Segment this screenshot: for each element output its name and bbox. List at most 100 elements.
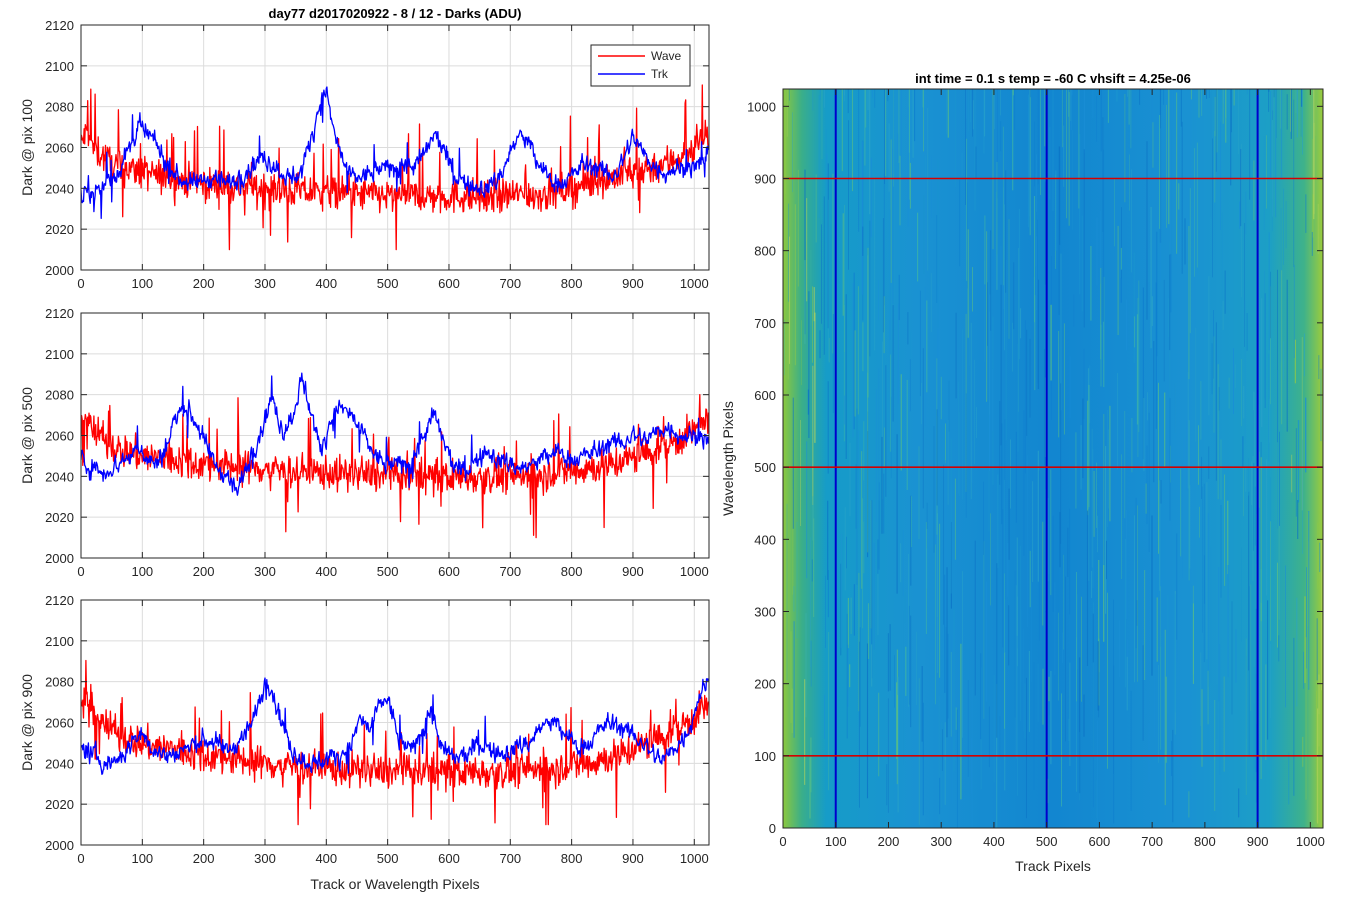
x-tick-label: 500 <box>377 564 399 579</box>
x-tick-label: 0 <box>77 276 84 291</box>
y-tick-label: 800 <box>754 244 776 259</box>
series-layer <box>81 84 709 251</box>
y-tick-label: 2080 <box>45 100 74 115</box>
x-tick-label: 200 <box>193 564 215 579</box>
y-tick-label: 2000 <box>45 263 74 278</box>
series-line-trk <box>81 677 709 775</box>
x-tick-label: 500 <box>1036 834 1058 849</box>
ticks: 0 100 200 300 400 500 600 700 800 900 1000 0 100 200 3… <box>747 89 1325 849</box>
x-tick-label: 200 <box>878 834 900 849</box>
x-tick-label: 600 <box>438 851 460 866</box>
x-tick-label: 800 <box>1194 834 1216 849</box>
y-tick-label: 2100 <box>45 59 74 74</box>
x-tick-label: 700 <box>499 276 521 291</box>
y-tick-label: 2060 <box>45 429 74 444</box>
x-tick-label: 700 <box>499 851 521 866</box>
y-tick-label: 100 <box>754 749 776 764</box>
y-tick-label: 500 <box>754 460 776 475</box>
y-tick-label: 2080 <box>45 675 74 690</box>
x-tick-label: 400 <box>315 564 337 579</box>
heatmap-chart: 0 100 200 300 400 500 600 700 800 900 1000 0 100 200 3… <box>720 88 1325 874</box>
x-tick-label: 100 <box>131 564 153 579</box>
x-tick-label: 400 <box>315 851 337 866</box>
x-tick-label: 500 <box>377 276 399 291</box>
x-tick-label: 800 <box>561 851 583 866</box>
series-line-trk <box>81 372 709 496</box>
y-tick-label: 400 <box>754 532 776 547</box>
y-tick-label: 1000 <box>747 99 776 114</box>
ticks: 0 100 200 300 400 500 600 700 800 900 1000 2000 2020… <box>45 306 709 579</box>
x-tick-label: 600 <box>438 564 460 579</box>
x-tick-label: 1000 <box>680 851 709 866</box>
y-tick-label: 2040 <box>45 469 74 484</box>
ticks: 0 100 200 300 400 500 600 700 800 900 1000 2000 2020… <box>45 593 709 866</box>
y-tick-label: 900 <box>754 171 776 186</box>
y-tick-label: 2060 <box>45 141 74 156</box>
y-tick-label: 2120 <box>45 593 74 608</box>
x-tick-label: 200 <box>193 851 215 866</box>
x-tick-label: 1000 <box>1296 834 1325 849</box>
y-tick-label: 2100 <box>45 634 74 649</box>
y-axis-label: Dark @ pix 100 <box>19 99 35 196</box>
y-tick-label: 600 <box>754 388 776 403</box>
y-tick-label: 2040 <box>45 756 74 771</box>
x-tick-label: 1000 <box>680 564 709 579</box>
series-line-wave <box>81 659 709 826</box>
y-axis-label: Dark @ pix 500 <box>19 387 35 484</box>
x-tick-label: 100 <box>131 851 153 866</box>
y-tick-label: 2020 <box>45 797 74 812</box>
heatmap-image <box>783 89 1323 828</box>
y-tick-label: 300 <box>754 604 776 619</box>
x-tick-label: 500 <box>377 851 399 866</box>
x-tick-label: 200 <box>193 276 215 291</box>
series-line-wave <box>81 394 709 539</box>
x-tick-label: 600 <box>1089 834 1111 849</box>
legend-label-trk: Trk <box>651 67 669 81</box>
x-tick-label: 700 <box>1141 834 1163 849</box>
x-tick-label: 100 <box>131 276 153 291</box>
x-tick-label: 1000 <box>680 276 709 291</box>
x-tick-label: 700 <box>499 564 521 579</box>
heatmap-base <box>783 89 1323 828</box>
series-layer <box>81 659 709 826</box>
heatmap-streaks <box>783 89 1323 828</box>
y-axis-label: Wavelength Pixels <box>720 401 736 516</box>
series-line-wave <box>81 84 709 251</box>
y-tick-label: 2020 <box>45 222 74 237</box>
x-tick-label: 800 <box>561 564 583 579</box>
x-tick-label: 300 <box>930 834 952 849</box>
y-tick-label: 2080 <box>45 388 74 403</box>
line-chart-pix-100: 0 100 200 300 400 500 600 700 800 900 1000 2000 2020… <box>19 18 710 291</box>
y-axis-label: Dark @ pix 900 <box>19 674 35 771</box>
x-tick-label: 900 <box>622 851 644 866</box>
x-tick-label: 800 <box>561 276 583 291</box>
x-tick-label: 0 <box>779 834 786 849</box>
x-tick-label: 100 <box>825 834 847 849</box>
x-tick-label: 900 <box>622 564 644 579</box>
x-tick-label: 0 <box>77 851 84 866</box>
x-tick-label: 300 <box>254 564 276 579</box>
series-layer <box>81 372 709 539</box>
y-tick-label: 2000 <box>45 551 74 566</box>
ticks: 0 100 200 300 400 500 600 700 800 900 1000 2000 2020… <box>45 18 709 291</box>
y-tick-label: 2000 <box>45 838 74 853</box>
x-axis-label: Track Pixels <box>1015 858 1091 874</box>
axes-box <box>782 88 1324 829</box>
y-tick-label: 200 <box>754 677 776 692</box>
legend-box <box>590 44 691 87</box>
x-tick-label: 600 <box>438 276 460 291</box>
legend-label-wave: Wave <box>651 49 682 63</box>
series-line-trk <box>81 86 709 220</box>
y-tick-label: 2120 <box>45 18 74 33</box>
x-tick-label: 300 <box>254 276 276 291</box>
x-tick-label: 900 <box>1247 834 1269 849</box>
y-tick-label: 2020 <box>45 510 74 525</box>
line-chart-pix-900: 0 100 200 300 400 500 600 700 800 900 1000 2000 2020… <box>19 593 710 892</box>
x-axis-label: Track or Wavelength Pixels <box>310 876 479 892</box>
line-chart-pix-500: 0 100 200 300 400 500 600 700 800 900 1000 2000 2020… <box>19 306 710 579</box>
left-figure-title: day77 d2017020922 - 8 / 12 - Darks (ADU) <box>269 6 522 21</box>
x-tick-label: 900 <box>622 276 644 291</box>
x-tick-label: 300 <box>254 851 276 866</box>
y-tick-label: 2060 <box>45 716 74 731</box>
